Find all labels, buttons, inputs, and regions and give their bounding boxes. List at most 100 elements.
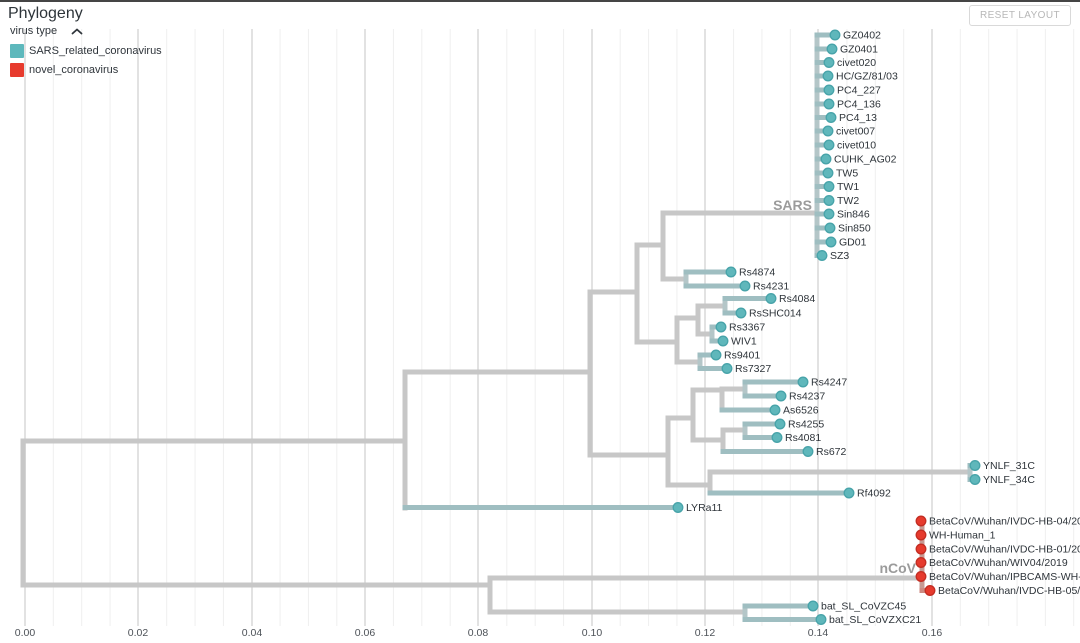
tip-label[interactable]: PC4_13 (839, 112, 877, 124)
tip-node[interactable] (823, 181, 835, 192)
tip-label[interactable]: PC4_136 (837, 99, 881, 111)
tip-label[interactable]: WIV1 (731, 336, 757, 348)
tip-label[interactable]: As6526 (783, 405, 819, 417)
legend-title: virus type (10, 25, 58, 37)
tip-label[interactable]: civet007 (836, 126, 875, 138)
tip-node[interactable] (824, 222, 836, 234)
tip-label[interactable]: civet010 (837, 140, 876, 152)
tip-node[interactable] (765, 293, 777, 304)
tip-node[interactable] (915, 543, 927, 555)
reset-layout-button[interactable]: RESET LAYOUT (968, 5, 1071, 26)
tip-node[interactable] (843, 487, 855, 499)
tip-node[interactable] (826, 43, 838, 55)
tip-node[interactable] (969, 474, 981, 485)
tip-label[interactable]: TW2 (837, 195, 859, 207)
tip-label[interactable]: Sin850 (838, 223, 871, 235)
tip-label[interactable]: Rs4084 (779, 293, 815, 305)
tip-node[interactable] (823, 57, 835, 68)
axis-tick-label: 0.16 (922, 627, 943, 639)
tip-label[interactable]: GZ0402 (843, 30, 881, 42)
tip-label[interactable]: TW5 (836, 168, 858, 180)
tip-label[interactable]: Rs9401 (724, 350, 760, 362)
tip-label[interactable]: GD01 (839, 237, 867, 249)
tip-label[interactable]: BetaCoV/Wuhan/IVDC-HB-05/2019 (938, 585, 1080, 597)
tip-label[interactable]: CUHK_AG02 (834, 154, 897, 166)
tip-node[interactable] (823, 139, 835, 151)
tip-node[interactable] (775, 390, 787, 402)
tip-node[interactable] (802, 446, 814, 457)
tip-node[interactable] (822, 167, 834, 179)
tip-label[interactable]: Rs4874 (739, 267, 775, 279)
tip-label[interactable]: RsSHC014 (749, 308, 802, 320)
tip-label[interactable]: Rs4247 (811, 377, 847, 389)
chevron-up-icon[interactable] (71, 28, 83, 35)
tip-node[interactable] (820, 153, 832, 165)
tip-node[interactable] (823, 208, 835, 220)
tip-node[interactable] (717, 335, 729, 347)
axis-tick-label: 0.04 (242, 627, 263, 639)
tip-label[interactable]: PC4_227 (837, 85, 881, 97)
tip-label[interactable]: SZ3 (830, 250, 849, 262)
tip-node[interactable] (739, 280, 751, 292)
tip-node[interactable] (823, 195, 835, 206)
tip-label[interactable]: TW1 (837, 181, 859, 193)
tip-label[interactable]: HC/GZ/81/03 (836, 71, 898, 83)
tip-node[interactable] (816, 250, 828, 261)
tip-node[interactable] (710, 349, 722, 361)
legend-items: SARS_related_coronavirus novel_coronaviru… (10, 44, 162, 77)
tip-node[interactable] (823, 84, 835, 96)
tip-node[interactable] (771, 432, 783, 443)
tip-label[interactable]: BetaCoV/Wuhan/IPBCAMS-WH-01/2 (929, 571, 1080, 583)
tip-label[interactable]: Rs672 (816, 446, 847, 458)
tip-node[interactable] (715, 321, 727, 333)
tip-label[interactable]: Rs4237 (789, 391, 825, 403)
legend-item-label: SARS_related_coronavirus (29, 45, 162, 57)
tip-node[interactable] (829, 29, 841, 41)
tip-node[interactable] (769, 404, 781, 416)
tip-label[interactable]: WH-Human_1 (929, 530, 996, 542)
legend-swatch (10, 44, 24, 58)
tip-label[interactable]: BetaCoV/Wuhan/IVDC-HB-01/2019 (929, 544, 1080, 556)
tip-label[interactable]: Rf4092 (857, 488, 891, 500)
tip-node[interactable] (915, 515, 927, 527)
tip-label[interactable]: Rs4255 (788, 419, 824, 431)
tip-label[interactable]: civet020 (837, 57, 876, 69)
tip-node[interactable] (721, 363, 733, 374)
tip-node[interactable] (807, 600, 819, 612)
tip-label[interactable]: LYRa11 (686, 502, 723, 514)
tip-node[interactable] (797, 376, 809, 388)
tip-node[interactable] (825, 112, 837, 123)
tip-label[interactable]: bat_SL_CoVZC45 (821, 601, 906, 613)
tip-label[interactable]: Rs4231 (753, 281, 789, 293)
tip-node[interactable] (815, 614, 827, 625)
legend-item-0[interactable]: SARS_related_coronavirus (10, 44, 162, 58)
tip-label[interactable]: Rs3367 (729, 322, 765, 334)
tip-label[interactable]: YNLF_31C (983, 460, 1035, 472)
tip-label[interactable]: Sin846 (837, 209, 870, 221)
tip-node[interactable] (725, 266, 737, 278)
tip-node[interactable] (915, 529, 927, 541)
tip-label[interactable]: Rs4081 (785, 432, 821, 444)
tip-node[interactable] (822, 70, 834, 82)
tip-node[interactable] (735, 307, 747, 319)
legend-swatch (10, 63, 24, 77)
tip-label[interactable]: bat_SL_CoVZXC21 (829, 614, 921, 626)
tip-node[interactable] (823, 98, 835, 110)
tip-node[interactable] (822, 125, 834, 137)
tip-node[interactable] (825, 236, 837, 248)
legend-item-1[interactable]: novel_coronavirus (10, 63, 162, 77)
tip-node[interactable] (774, 418, 786, 430)
clade-label-SARS: SARS (773, 197, 812, 213)
tip-node[interactable] (915, 571, 927, 582)
tip-node[interactable] (672, 502, 684, 513)
tip-label[interactable]: YNLF_34C (983, 474, 1035, 486)
tip-label[interactable]: Rs7327 (735, 363, 771, 375)
tip-node[interactable] (915, 557, 927, 568)
tip-label[interactable]: GZ0401 (840, 44, 878, 56)
tip-label[interactable]: BetaCoV/Wuhan/IVDC-HB-04/2020 (929, 516, 1080, 528)
tip-label[interactable]: BetaCoV/Wuhan/WIV04/2019 (929, 557, 1068, 569)
tip-node[interactable] (924, 585, 936, 596)
tip-node[interactable] (969, 460, 981, 471)
